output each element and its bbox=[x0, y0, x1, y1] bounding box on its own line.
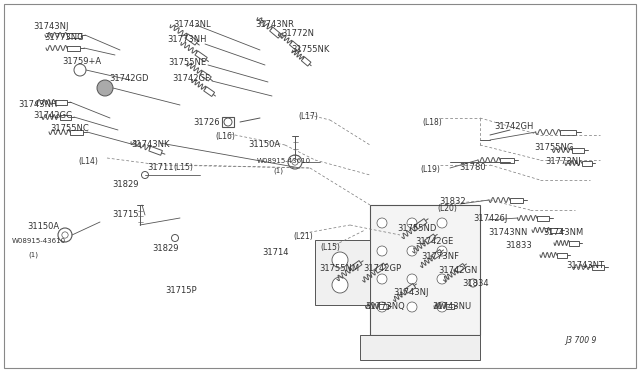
Text: 31743NK: 31743NK bbox=[131, 140, 170, 149]
Text: 31780: 31780 bbox=[459, 163, 486, 172]
Text: 31829: 31829 bbox=[152, 244, 179, 253]
Text: 31743NJ: 31743NJ bbox=[33, 22, 68, 31]
Circle shape bbox=[332, 252, 348, 268]
Circle shape bbox=[469, 279, 477, 287]
Bar bbox=[315, 240, 370, 305]
Text: 31742GE: 31742GE bbox=[415, 237, 453, 246]
Circle shape bbox=[377, 246, 387, 256]
Circle shape bbox=[172, 234, 179, 241]
Text: 31755ND: 31755ND bbox=[397, 224, 436, 233]
Text: 31755NC: 31755NC bbox=[50, 124, 89, 133]
Text: 31773NQ: 31773NQ bbox=[365, 302, 404, 311]
Text: (1): (1) bbox=[28, 251, 38, 257]
Text: 31742GC: 31742GC bbox=[33, 111, 72, 120]
Text: 31743NM: 31743NM bbox=[543, 228, 583, 237]
Text: 31715P: 31715P bbox=[165, 286, 196, 295]
Text: 31743NJ: 31743NJ bbox=[393, 288, 429, 297]
Text: 31726: 31726 bbox=[193, 118, 220, 127]
Text: (L14): (L14) bbox=[78, 157, 98, 166]
Circle shape bbox=[437, 218, 447, 228]
Circle shape bbox=[407, 218, 417, 228]
Text: 31743NR: 31743NR bbox=[255, 20, 294, 29]
Text: 31742GF: 31742GF bbox=[172, 74, 210, 83]
Text: (L18): (L18) bbox=[422, 118, 442, 127]
Circle shape bbox=[377, 274, 387, 284]
Circle shape bbox=[407, 246, 417, 256]
Text: 31742GD: 31742GD bbox=[109, 74, 148, 83]
Text: 31715: 31715 bbox=[112, 210, 138, 219]
Text: 31773NF: 31773NF bbox=[421, 252, 459, 261]
Text: 31755NG: 31755NG bbox=[534, 143, 573, 152]
Text: 31759+A: 31759+A bbox=[62, 57, 101, 66]
Circle shape bbox=[377, 218, 387, 228]
Text: 31833: 31833 bbox=[505, 241, 532, 250]
Text: (1): (1) bbox=[273, 168, 283, 174]
Bar bbox=[370, 205, 480, 335]
Circle shape bbox=[437, 274, 447, 284]
Text: (L20): (L20) bbox=[437, 204, 457, 213]
Text: (L15): (L15) bbox=[320, 243, 340, 252]
Circle shape bbox=[407, 274, 417, 284]
Text: 31755NK: 31755NK bbox=[291, 45, 330, 54]
Text: 31832: 31832 bbox=[439, 197, 466, 206]
Text: 31743NL: 31743NL bbox=[173, 20, 211, 29]
Circle shape bbox=[224, 118, 232, 126]
Bar bbox=[360, 335, 480, 360]
Text: 31743NH: 31743NH bbox=[18, 100, 58, 109]
Text: 31755NE: 31755NE bbox=[168, 58, 206, 67]
Circle shape bbox=[74, 64, 86, 76]
Text: 31743NU: 31743NU bbox=[432, 302, 471, 311]
Circle shape bbox=[407, 302, 417, 312]
Text: 31150A: 31150A bbox=[27, 222, 59, 231]
Circle shape bbox=[288, 155, 302, 169]
Text: 31834: 31834 bbox=[462, 279, 488, 288]
Circle shape bbox=[97, 80, 113, 96]
Text: 31755NM: 31755NM bbox=[319, 264, 359, 273]
Text: W08915-43610: W08915-43610 bbox=[257, 158, 311, 164]
Text: 31742GN: 31742GN bbox=[438, 266, 477, 275]
Text: (L17): (L17) bbox=[298, 112, 318, 121]
Circle shape bbox=[292, 159, 298, 165]
Text: (L21): (L21) bbox=[293, 232, 313, 241]
Text: 31772N: 31772N bbox=[281, 29, 314, 38]
Text: (L16): (L16) bbox=[215, 132, 235, 141]
Text: 31714: 31714 bbox=[262, 248, 289, 257]
Text: 31711: 31711 bbox=[147, 163, 173, 172]
Circle shape bbox=[141, 171, 148, 179]
Circle shape bbox=[437, 246, 447, 256]
Text: J3 700 9: J3 700 9 bbox=[565, 336, 596, 345]
Circle shape bbox=[437, 302, 447, 312]
Text: 31743NT: 31743NT bbox=[566, 261, 604, 270]
Text: 31773NJ: 31773NJ bbox=[545, 157, 580, 166]
Text: 31742GH: 31742GH bbox=[494, 122, 533, 131]
Circle shape bbox=[377, 302, 387, 312]
Text: 31829: 31829 bbox=[112, 180, 138, 189]
Text: 31773NG: 31773NG bbox=[44, 33, 84, 42]
Text: (L19): (L19) bbox=[420, 165, 440, 174]
Text: 31742GP: 31742GP bbox=[363, 264, 401, 273]
Text: W08915-43610: W08915-43610 bbox=[12, 238, 66, 244]
Circle shape bbox=[58, 228, 72, 242]
Text: (L15): (L15) bbox=[173, 163, 193, 172]
Circle shape bbox=[62, 232, 68, 238]
Text: 317426J: 317426J bbox=[473, 214, 508, 223]
Text: 31150A: 31150A bbox=[248, 140, 280, 149]
Text: 31773NH: 31773NH bbox=[167, 35, 207, 44]
Text: 31743NN: 31743NN bbox=[488, 228, 527, 237]
Circle shape bbox=[332, 277, 348, 293]
